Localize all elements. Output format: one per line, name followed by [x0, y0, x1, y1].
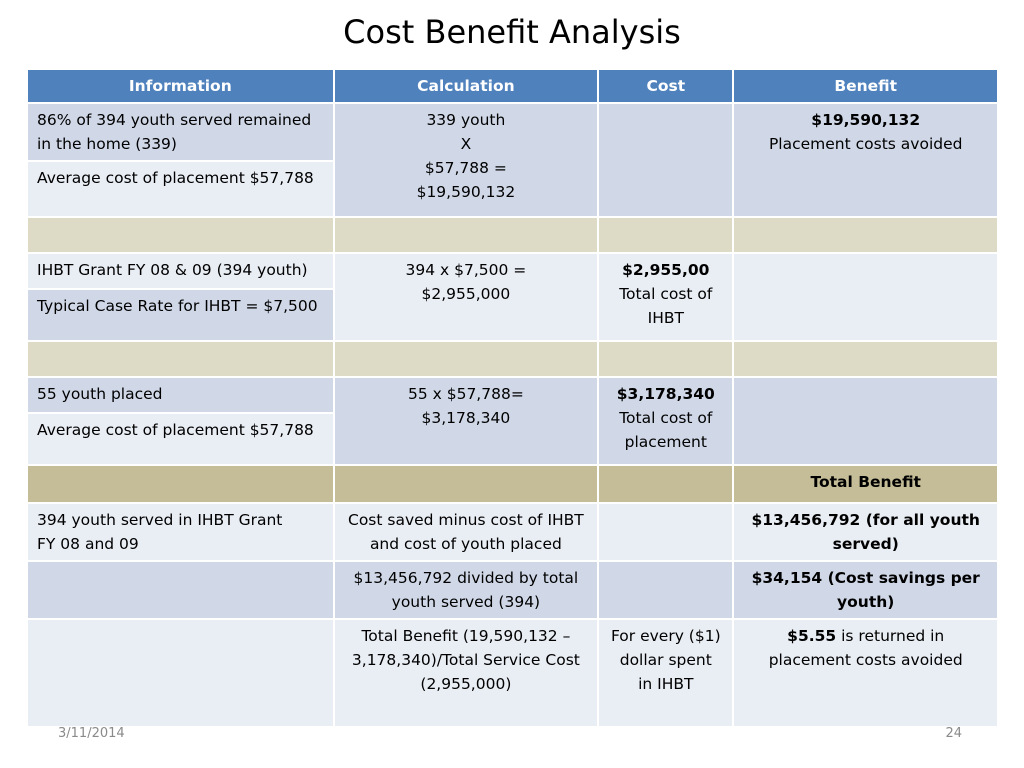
- calc-cell: 55 x $57,788= $3,178,340: [332, 376, 600, 466]
- header-benefit: Benefit: [732, 68, 999, 104]
- separator-row: [26, 216, 999, 254]
- table-row: Total Benefit (19,590,132 – 3,178,340)/T…: [26, 618, 999, 728]
- benefit-label: Placement costs avoided: [768, 135, 963, 153]
- cost-cell: $2,955,00 Total cost of IHBT: [597, 252, 735, 342]
- page-number: 24: [945, 726, 962, 741]
- cost-line: in IHBT: [638, 675, 694, 693]
- calc-cell: Cost saved minus cost of IHBT and cost o…: [332, 502, 600, 562]
- benefit-line: $13,456,792 (for all youth: [751, 511, 980, 529]
- calc-line: $3,178,340: [421, 409, 511, 427]
- cost-line: dollar spent: [619, 651, 712, 669]
- total-benefit-header-row: Total Benefit: [26, 464, 999, 504]
- benefit-text: is returned in: [836, 627, 945, 645]
- calc-line: $2,955,000: [421, 285, 511, 303]
- benefit-cell: [732, 252, 999, 342]
- cost-label: Total cost of: [619, 409, 713, 427]
- cost-cell: [597, 102, 735, 218]
- benefit-cell: $19,590,132 Placement costs avoided: [732, 102, 999, 218]
- table-row: Average cost of placement $57,788: [26, 160, 998, 218]
- header-information: Information: [26, 68, 335, 104]
- info-cell: IHBT Grant FY 08 & 09 (394 youth): [26, 252, 335, 290]
- info-cell: [26, 560, 335, 620]
- calc-line: 3,178,340)/Total Service Cost: [351, 651, 580, 669]
- info-cell: 394 youth served in IHBT Grant FY 08 and…: [26, 502, 335, 562]
- info-cell: Average cost of placement $57,788: [26, 160, 335, 218]
- table-row: Average cost of placement $57,788: [26, 412, 998, 466]
- benefit-cell: $5.55 is returned in placement costs avo…: [732, 618, 999, 728]
- table-row: $13,456,792 divided by total youth serve…: [26, 560, 999, 620]
- calc-line: Total Benefit (19,590,132 –: [361, 627, 571, 645]
- info-cell: Average cost of placement $57,788: [26, 412, 335, 466]
- benefit-line: $34,154 (Cost savings per: [751, 569, 980, 587]
- cost-line: For every ($1): [610, 627, 721, 645]
- calc-line: (2,955,000): [420, 675, 512, 693]
- slide-title: Cost Benefit Analysis: [343, 13, 681, 51]
- calc-line: 55 x $57,788=: [407, 385, 524, 403]
- calc-cell: Total Benefit (19,590,132 – 3,178,340)/T…: [332, 618, 600, 728]
- calc-cell: 339 youth X $57,788 = $19,590,132: [332, 102, 600, 218]
- benefit-line: youth): [837, 593, 895, 611]
- cost-cell: $3,178,340 Total cost of placement: [597, 376, 735, 466]
- cost-benefit-table: Information Calculation Cost Benefit 86%…: [26, 68, 999, 728]
- benefit-cell: $34,154 (Cost savings per youth): [732, 560, 999, 620]
- cost-label: Total cost of: [619, 285, 713, 303]
- cost-amount: $2,955,00: [622, 261, 710, 279]
- info-line: 394 youth served in IHBT Grant: [37, 511, 283, 529]
- calc-line: 394 x $7,500 =: [405, 261, 527, 279]
- cost-cell: [597, 502, 735, 562]
- footer-date: 3/11/2014: [58, 726, 125, 741]
- cost-cell: For every ($1) dollar spent in IHBT: [597, 618, 735, 728]
- benefit-cell: $13,456,792 (for all youth served): [732, 502, 999, 562]
- cost-amount: $3,178,340: [616, 385, 715, 403]
- cost-label: placement: [624, 433, 707, 451]
- calc-line: $13,456,792 divided by total: [353, 569, 579, 587]
- benefit-cell: [732, 376, 999, 466]
- benefit-line: $5.55 is returned in: [743, 624, 988, 648]
- info-cell: [26, 618, 335, 728]
- calc-line: Cost saved minus cost of IHBT: [348, 511, 584, 529]
- benefit-amount: $19,590,132: [811, 111, 921, 129]
- header-calculation: Calculation: [332, 68, 600, 104]
- header-row: Information Calculation Cost Benefit: [26, 68, 999, 104]
- info-cell: 86% of 394 youth served remained in the …: [26, 102, 335, 162]
- benefit-line: served): [832, 535, 899, 553]
- table-row: Typical Case Rate for IHBT = $7,500: [26, 288, 998, 342]
- info-line: FY 08 and 09: [37, 535, 139, 553]
- calc-line: youth served (394): [391, 593, 541, 611]
- benefit-amount: $5.55: [787, 627, 837, 645]
- calc-cell: $13,456,792 divided by total youth serve…: [332, 560, 600, 620]
- calc-line: $19,590,132: [416, 183, 516, 201]
- info-cell: Typical Case Rate for IHBT = $7,500: [26, 288, 335, 342]
- calc-line: and cost of youth placed: [369, 535, 562, 553]
- header-cost: Cost: [597, 68, 735, 104]
- total-benefit-header: Total Benefit: [732, 464, 999, 504]
- benefit-line: placement costs avoided: [768, 651, 963, 669]
- cost-cell: [597, 560, 735, 620]
- table-row: 394 youth served in IHBT Grant FY 08 and…: [26, 502, 999, 562]
- calc-line: 339 youth: [426, 111, 506, 129]
- table-row: IHBT Grant FY 08 & 09 (394 youth) 394 x …: [26, 252, 999, 342]
- calc-cell: 394 x $7,500 = $2,955,000: [332, 252, 600, 342]
- separator-row: [26, 340, 999, 378]
- calc-line: $57,788 =: [424, 159, 507, 177]
- info-cell: 55 youth placed: [26, 376, 335, 414]
- table-row: 86% of 394 youth served remained in the …: [26, 102, 999, 218]
- table-row: 55 youth placed 55 x $57,788= $3,178,340…: [26, 376, 999, 466]
- cost-label: IHBT: [647, 309, 684, 327]
- calc-line: X: [460, 135, 472, 153]
